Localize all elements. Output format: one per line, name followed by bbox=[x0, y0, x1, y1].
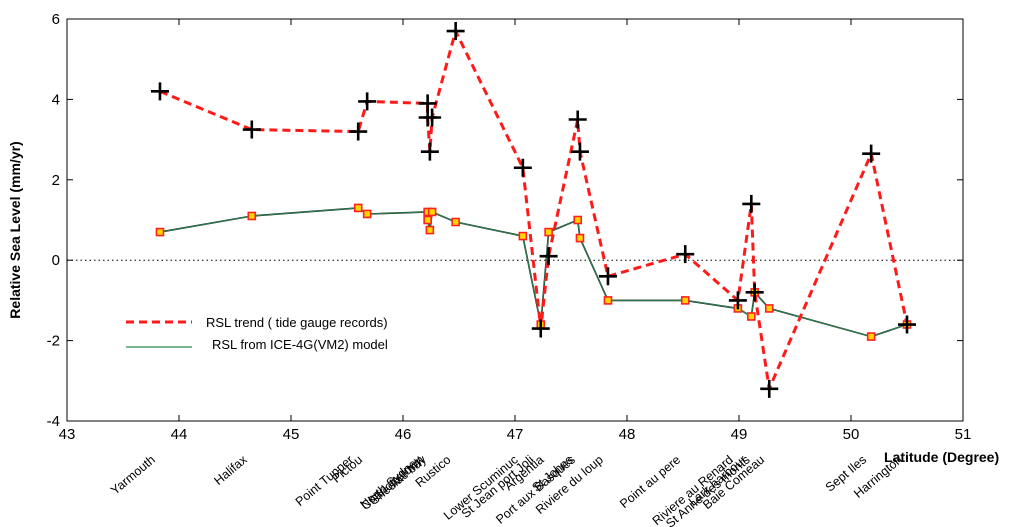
model-data-point bbox=[423, 215, 432, 225]
tide-gauge-data-point bbox=[446, 22, 465, 41]
tide-gauge-data-point bbox=[898, 315, 916, 334]
x-tick-label: 48 bbox=[619, 426, 636, 443]
model-data-point bbox=[427, 207, 437, 217]
y-axis-title: Relative Sea Level (mm/yr) bbox=[7, 141, 23, 318]
x-tick-label: 49 bbox=[731, 426, 748, 443]
model-data-point bbox=[764, 304, 774, 313]
y-tick-label: 4 bbox=[52, 91, 60, 108]
x-tick-label: 47 bbox=[507, 426, 524, 443]
y-tick-label: -4 bbox=[47, 413, 60, 430]
tide-gauge-series-line bbox=[159, 26, 909, 395]
series-layer bbox=[150, 22, 916, 398]
y-tick-label: -2 bbox=[47, 333, 60, 350]
x-tick-label: 45 bbox=[283, 426, 300, 443]
legend: RSL trend ( tide gauge records) RSL from… bbox=[126, 315, 388, 352]
model-data-point bbox=[747, 312, 756, 321]
tide-gauge-data-point bbox=[862, 144, 881, 163]
axes-layer bbox=[66, 18, 964, 422]
station-label: Halifax bbox=[211, 452, 250, 488]
tide-gauge-data-point bbox=[420, 142, 439, 161]
model-data-point bbox=[573, 215, 583, 225]
legend-label-model: RSL from ICE-4G(VM2) model bbox=[212, 337, 388, 352]
tide-gauge-data-point bbox=[531, 319, 550, 338]
tide-gauge-data-point bbox=[676, 245, 695, 264]
legend-label-tide-gauge: RSL trend ( tide gauge records) bbox=[206, 315, 388, 330]
station-label: Yarmouth bbox=[108, 453, 158, 498]
model-data-point bbox=[425, 225, 435, 235]
x-tick-label: 50 bbox=[843, 426, 860, 443]
x-tick-label: 51 bbox=[955, 426, 972, 443]
model-data-point bbox=[575, 233, 585, 243]
tide-gauge-data-point bbox=[742, 194, 761, 213]
model-data-point bbox=[362, 209, 372, 219]
tide-gauge-data-point bbox=[513, 158, 532, 177]
tide-gauge-data-point bbox=[570, 142, 589, 161]
model-data-point bbox=[155, 227, 165, 237]
tide-gauge-data-point bbox=[358, 92, 377, 111]
tide-gauge-data-point bbox=[745, 283, 764, 302]
model-data-point bbox=[603, 296, 613, 305]
tide-gauge-data-point bbox=[568, 110, 587, 129]
tide-gauge-data-point bbox=[598, 267, 617, 286]
tide-gauge-data-point bbox=[242, 120, 261, 139]
x-tick-label: 44 bbox=[171, 426, 188, 443]
y-tick-label: 6 bbox=[52, 11, 60, 28]
tide-gauge-data-point bbox=[728, 291, 747, 310]
tide-gauge-data-point bbox=[760, 379, 779, 398]
model-data-point bbox=[680, 296, 690, 305]
x-tick-label: 46 bbox=[395, 426, 412, 443]
model-data-point bbox=[247, 211, 257, 221]
y-tick-label: 0 bbox=[52, 252, 60, 269]
plot-frame bbox=[66, 18, 964, 422]
model-data-point bbox=[866, 332, 876, 341]
model-series-line bbox=[159, 207, 908, 338]
model-data-point bbox=[544, 227, 553, 237]
x-tick-label: 43 bbox=[59, 426, 76, 443]
tide-gauge-data-point bbox=[150, 82, 169, 101]
tide-gauge-data-point bbox=[423, 108, 442, 127]
model-data-point bbox=[451, 217, 460, 227]
tide-gauge-data-point bbox=[349, 122, 368, 141]
tide-gauge-data-point bbox=[539, 247, 558, 266]
x-axis-title: Latitude (Degree) bbox=[884, 449, 999, 465]
model-data-point bbox=[518, 231, 528, 241]
model-data-point bbox=[353, 203, 363, 213]
y-tick-label: 2 bbox=[52, 172, 60, 189]
